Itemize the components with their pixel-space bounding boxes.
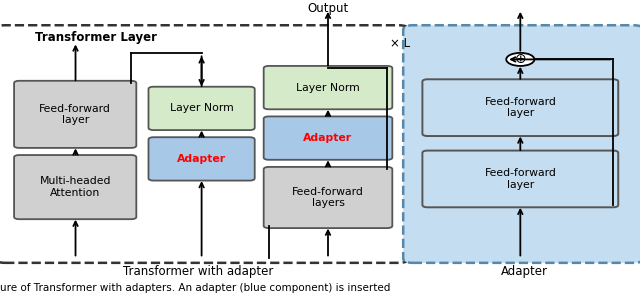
FancyBboxPatch shape: [403, 25, 640, 263]
Text: Layer Norm: Layer Norm: [170, 103, 234, 113]
FancyBboxPatch shape: [264, 66, 392, 109]
Text: Adapter: Adapter: [501, 265, 548, 278]
Circle shape: [506, 53, 534, 66]
Text: Transformer Layer: Transformer Layer: [35, 31, 157, 44]
Text: Output: Output: [308, 2, 349, 15]
Text: Feed-forward
layer: Feed-forward layer: [484, 97, 556, 119]
FancyBboxPatch shape: [264, 116, 392, 160]
Text: × L: × L: [390, 37, 410, 50]
Text: ure of Transformer with adapters. An adapter (blue component) is inserted: ure of Transformer with adapters. An ada…: [0, 283, 390, 293]
FancyBboxPatch shape: [422, 79, 618, 136]
Text: Feed-forward
layers: Feed-forward layers: [292, 187, 364, 208]
Text: Layer Norm: Layer Norm: [296, 83, 360, 93]
FancyBboxPatch shape: [422, 151, 618, 207]
Text: Adapter: Adapter: [177, 154, 226, 164]
FancyBboxPatch shape: [14, 155, 136, 219]
Text: Adapter: Adapter: [303, 133, 353, 143]
Text: Feed-forward
layer: Feed-forward layer: [39, 104, 111, 125]
Text: ⊕: ⊕: [515, 52, 526, 67]
Text: Multi-headed
Attention: Multi-headed Attention: [40, 176, 111, 198]
FancyBboxPatch shape: [0, 25, 408, 263]
FancyBboxPatch shape: [264, 167, 392, 228]
Text: Transformer with adapter: Transformer with adapter: [124, 265, 273, 278]
Text: Feed-forward
layer: Feed-forward layer: [484, 168, 556, 190]
FancyBboxPatch shape: [148, 137, 255, 181]
FancyBboxPatch shape: [14, 81, 136, 148]
FancyBboxPatch shape: [148, 87, 255, 130]
